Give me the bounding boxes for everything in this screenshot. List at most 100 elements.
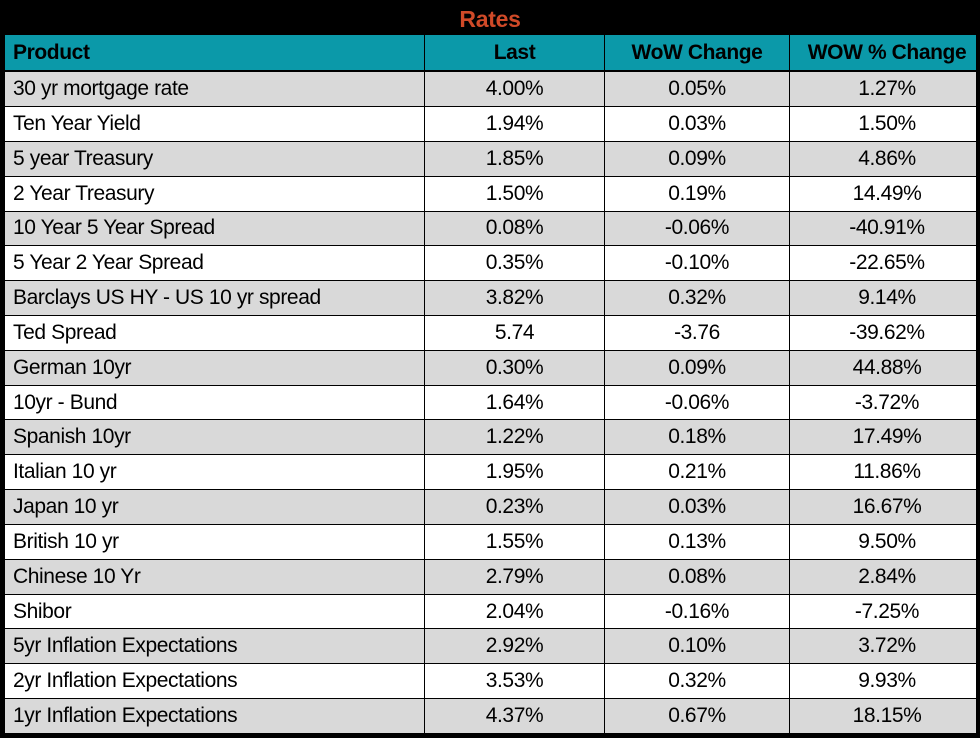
wow-pct-change-cell: 4.86% [789,140,976,177]
wow-change-cell: 0.18% [604,419,790,456]
wow-change-cell: 0.21% [604,454,790,491]
last-cell: 1.50% [424,175,605,212]
product-cell: 1yr Inflation Expectations [4,698,425,734]
wow-pct-change-cell: 9.93% [789,663,976,700]
wow-pct-change-cell: 2.84% [789,558,976,595]
table-row: 5 Year 2 Year Spread 0.35% -0.10% -22.65… [4,245,976,282]
product-cell: 2 Year Treasury [4,175,425,212]
table-row: Barclays US HY - US 10 yr spread 3.82% 0… [4,280,976,316]
table-row: Chinese 10 Yr 2.79% 0.08% 2.84% [4,558,976,595]
table-row: German 10yr 0.30% 0.09% 44.88% [4,349,976,386]
table-row: Spanish 10yr 1.22% 0.18% 17.49% [4,419,976,456]
wow-pct-change-cell: 1.50% [789,106,976,142]
table-row: 30 yr mortgage rate 4.00% 0.05% 1.27% [4,70,976,108]
product-cell: 5 Year 2 Year Spread [4,245,425,282]
column-header-wow-change: WoW Change [604,34,790,72]
product-cell: Ted Spread [4,314,425,351]
wow-change-cell: 0.09% [604,349,790,386]
product-cell: 5 year Treasury [4,140,425,177]
product-cell: 10yr - Bund [4,384,425,421]
wow-change-cell: 0.09% [604,140,790,177]
wow-change-cell: 0.13% [604,523,790,560]
wow-change-cell: -3.76 [604,314,790,351]
last-cell: 0.08% [424,210,605,247]
last-cell: 0.23% [424,489,605,525]
table-row: Ted Spread 5.74 -3.76 -39.62% [4,314,976,351]
last-cell: 1.85% [424,140,605,177]
product-cell: Japan 10 yr [4,489,425,525]
last-cell: 1.94% [424,106,605,142]
last-cell: 1.95% [424,454,605,491]
table-title-bar: Rates [4,4,976,34]
last-cell: 3.82% [424,280,605,316]
column-header-product: Product [4,34,425,72]
last-cell: 2.04% [424,593,605,630]
product-cell: Ten Year Yield [4,106,425,142]
table-row: 5yr Inflation Expectations 2.92% 0.10% 3… [4,628,976,665]
wow-change-cell: 0.03% [604,489,790,525]
wow-change-cell: 0.08% [604,558,790,595]
wow-pct-change-cell: 9.14% [789,280,976,316]
product-cell: Spanish 10yr [4,419,425,456]
column-header-wow-pct-change: WOW % Change [789,34,976,72]
wow-change-cell: 0.10% [604,628,790,665]
wow-change-cell: -0.10% [604,245,790,282]
wow-change-cell: 0.05% [604,70,790,108]
wow-change-cell: 0.19% [604,175,790,212]
wow-change-cell: 0.67% [604,698,790,734]
wow-pct-change-cell: 11.86% [789,454,976,491]
wow-pct-change-cell: 16.67% [789,489,976,525]
table-title: Rates [459,5,521,32]
table-row: Italian 10 yr 1.95% 0.21% 11.86% [4,454,976,491]
table-row: 1yr Inflation Expectations 4.37% 0.67% 1… [4,698,976,734]
wow-change-cell: 0.32% [604,663,790,700]
wow-change-cell: -0.16% [604,593,790,630]
product-cell: 5yr Inflation Expectations [4,628,425,665]
product-cell: Barclays US HY - US 10 yr spread [4,280,425,316]
table-row: Japan 10 yr 0.23% 0.03% 16.67% [4,489,976,525]
last-cell: 4.00% [424,70,605,108]
wow-change-cell: -0.06% [604,210,790,247]
last-cell: 3.53% [424,663,605,700]
wow-pct-change-cell: -39.62% [789,314,976,351]
product-cell: 10 Year 5 Year Spread [4,210,425,247]
rates-table-body: 30 yr mortgage rate 4.00% 0.05% 1.27% Te… [4,70,976,734]
wow-pct-change-cell: 44.88% [789,349,976,386]
wow-pct-change-cell: 9.50% [789,523,976,560]
last-cell: 0.30% [424,349,605,386]
header-row: Product Last WoW Change WOW % Change [4,34,976,72]
column-header-last: Last [424,34,605,72]
table-area: Product Last WoW Change WOW % Change 30 … [4,34,976,734]
wow-pct-change-cell: 1.27% [789,70,976,108]
table-row: 10yr - Bund 1.64% -0.06% -3.72% [4,384,976,421]
wow-pct-change-cell: -7.25% [789,593,976,630]
product-cell: Italian 10 yr [4,454,425,491]
last-cell: 1.64% [424,384,605,421]
last-cell: 1.22% [424,419,605,456]
product-cell: 30 yr mortgage rate [4,70,425,108]
product-cell: 2yr Inflation Expectations [4,663,425,700]
product-cell: Chinese 10 Yr [4,558,425,595]
wow-change-cell: -0.06% [604,384,790,421]
last-cell: 0.35% [424,245,605,282]
table-row: Shibor 2.04% -0.16% -7.25% [4,593,976,630]
wow-change-cell: 0.32% [604,280,790,316]
last-cell: 2.92% [424,628,605,665]
wow-pct-change-cell: 3.72% [789,628,976,665]
rates-table: Product Last WoW Change WOW % Change 30 … [4,34,976,734]
last-cell: 1.55% [424,523,605,560]
wow-change-cell: 0.03% [604,106,790,142]
last-cell: 5.74 [424,314,605,351]
last-cell: 4.37% [424,698,605,734]
wow-pct-change-cell: -22.65% [789,245,976,282]
table-row: Ten Year Yield 1.94% 0.03% 1.50% [4,106,976,142]
wow-pct-change-cell: 14.49% [789,175,976,212]
table-row: British 10 yr 1.55% 0.13% 9.50% [4,523,976,560]
product-cell: British 10 yr [4,523,425,560]
table-row: 2 Year Treasury 1.50% 0.19% 14.49% [4,175,976,212]
product-cell: German 10yr [4,349,425,386]
wow-pct-change-cell: 18.15% [789,698,976,734]
table-row: 5 year Treasury 1.85% 0.09% 4.86% [4,140,976,177]
wow-pct-change-cell: -40.91% [789,210,976,247]
product-cell: Shibor [4,593,425,630]
